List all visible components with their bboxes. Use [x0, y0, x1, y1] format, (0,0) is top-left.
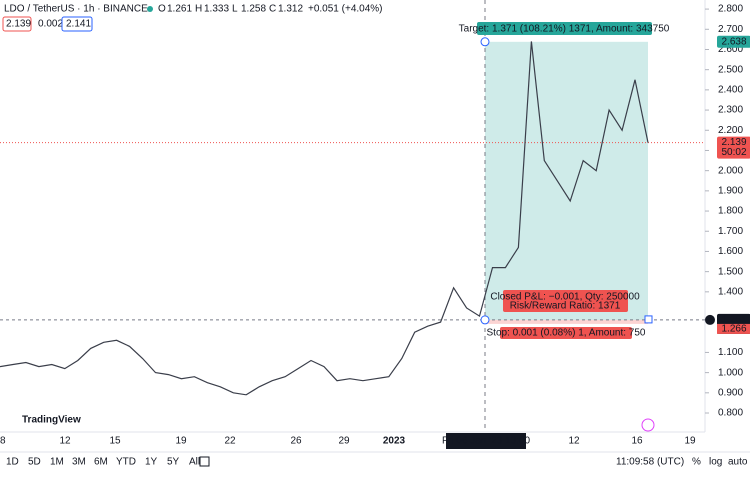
sell-box — [2, 16, 32, 32]
target-label: Target: 1.371 (108.21%) 1371, Amount: 34… — [459, 24, 670, 35]
y-tick-label: 1.100 — [718, 347, 743, 358]
closed-label: Risk/Reward Ratio: 1371 — [510, 301, 621, 312]
x-tick-label: 8 — [0, 436, 6, 447]
y-tick-label: 0.900 — [718, 387, 743, 398]
y-tick-label: 1.700 — [718, 226, 743, 237]
range-button[interactable]: 6M — [94, 457, 108, 468]
range-button[interactable]: 1D — [6, 457, 19, 468]
handle[interactable] — [644, 315, 653, 324]
flash-icon[interactable] — [641, 418, 655, 432]
buy-price: 2.141 — [66, 19, 91, 30]
logo: TradingView — [22, 415, 81, 426]
x-tick-label: 12 — [59, 436, 71, 447]
range-button[interactable]: 5Y — [167, 457, 180, 468]
buy-box[interactable] — [61, 16, 93, 32]
handle[interactable] — [480, 37, 490, 47]
x-tick-label: 19 — [684, 436, 696, 447]
x-tick-label: 16 — [631, 436, 643, 447]
price-tag — [717, 136, 750, 159]
y-tick-label: 1.400 — [718, 286, 743, 297]
handle[interactable] — [480, 315, 490, 325]
clock: 11:09:58 (UTC) — [616, 457, 684, 468]
target-zone — [485, 41, 648, 320]
range-button[interactable]: 1M — [50, 457, 64, 468]
y-tick-label: 2.500 — [718, 64, 743, 75]
y-tick-label: 2.300 — [718, 105, 743, 116]
ohlc: 1.312 — [278, 4, 303, 15]
range-button[interactable]: YTD — [116, 457, 136, 468]
price-tag — [717, 35, 750, 48]
crosshair-label: Fri 06 Jan '23 13:00 — [442, 436, 531, 447]
x-tick-label: 15 — [109, 436, 121, 447]
stop-label: Stop: 0.001 (0.08%) 1, Amount: 750 — [487, 328, 646, 339]
y-tick-label: 2.000 — [718, 165, 743, 176]
x-tick-label: 26 — [290, 436, 302, 447]
y-tick-label: 2.800 — [718, 4, 743, 15]
y-tick-label: 2.700 — [718, 24, 743, 35]
symbol: LDO / TetherUS · 1h · BINANCE — [4, 4, 148, 15]
spread: 0.002 — [38, 19, 63, 30]
ohlc: H — [195, 4, 202, 15]
status-dot — [147, 6, 153, 12]
price-tag-text: 2.638 — [721, 36, 746, 47]
axis-option[interactable]: auto — [728, 457, 748, 468]
ohlc: C — [269, 4, 276, 15]
y-tick-label: 2.200 — [718, 125, 743, 136]
range-button[interactable]: 1Y — [145, 457, 158, 468]
ohlc: 1.333 — [204, 4, 229, 15]
price-tag-text: 1.266 — [721, 324, 746, 335]
x-tick-label: 29 — [338, 436, 350, 447]
ohlc: 1.261 — [167, 4, 192, 15]
range-button[interactable]: All — [189, 457, 200, 468]
y-tick-label: 1.500 — [718, 266, 743, 277]
price-line — [0, 41, 649, 396]
ohlc: L — [232, 4, 238, 15]
sell-price: 2.139 — [6, 19, 31, 30]
price-tag-text: 1.261 — [721, 315, 746, 326]
y-tick-label: 2.600 — [718, 44, 743, 55]
target-label-bg — [477, 22, 652, 35]
stop-label-bg — [500, 327, 632, 339]
y-tick-label: 1.000 — [718, 367, 743, 378]
closed-label: Closed P&L: −0.001, Qty: 250000 — [490, 292, 640, 303]
range-button[interactable]: 3M — [72, 457, 86, 468]
crosshair-button[interactable] — [705, 314, 715, 325]
y-tick-label: 0.800 — [718, 408, 743, 419]
x-tick-label: 22 — [224, 436, 236, 447]
y-tick-label: 2.400 — [718, 85, 743, 96]
axis-option[interactable]: % — [692, 457, 701, 468]
y-tick-label: 1.800 — [718, 206, 743, 217]
price-tag-text: 50:02 — [721, 147, 746, 158]
closed-label-bg — [503, 290, 628, 312]
price-tag — [717, 323, 750, 334]
range-button[interactable]: 5D — [28, 457, 41, 468]
price-tag-text: 2.139 — [721, 137, 746, 148]
ohlc: O — [158, 4, 166, 15]
calendar-icon[interactable] — [199, 456, 210, 467]
stop-zone — [485, 319, 648, 324]
y-tick-label: 1.600 — [718, 246, 743, 257]
x-tick-label: 2023 — [383, 436, 406, 447]
ohlc: 1.258 — [241, 4, 266, 15]
axis-option[interactable]: log — [709, 457, 722, 468]
x-tick-label: 12 — [568, 436, 580, 447]
x-tick-label: 19 — [175, 436, 187, 447]
y-tick-label: 1.900 — [718, 185, 743, 196]
crosshair-label-bg — [446, 433, 526, 449]
ohlc: +0.051 (+4.04%) — [308, 4, 383, 15]
